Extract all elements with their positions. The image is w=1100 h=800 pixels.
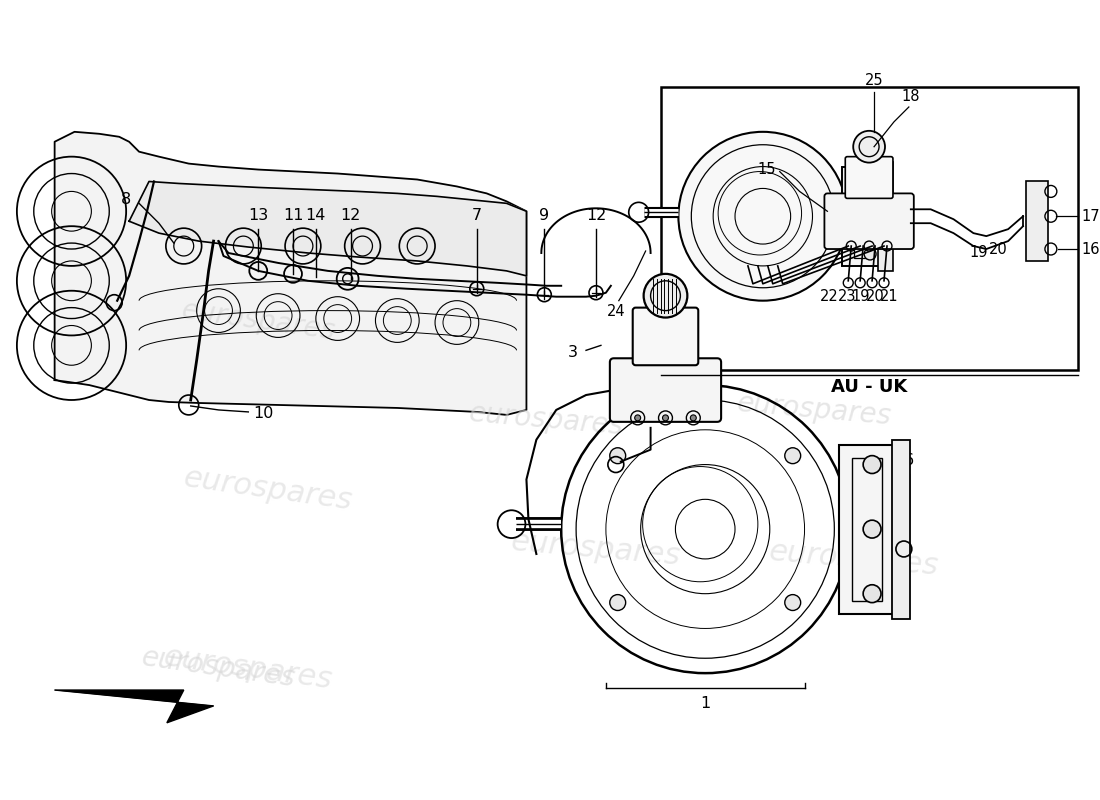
Circle shape (691, 415, 696, 421)
Text: 19: 19 (851, 289, 870, 304)
Circle shape (662, 415, 669, 421)
Text: 17: 17 (1081, 209, 1100, 224)
Circle shape (609, 448, 626, 464)
Text: 4: 4 (864, 453, 874, 467)
Text: 10: 10 (253, 406, 274, 422)
Text: 1: 1 (700, 696, 711, 711)
Text: 12: 12 (340, 208, 361, 223)
Text: 24: 24 (606, 304, 625, 318)
Text: 12: 12 (586, 208, 606, 223)
FancyBboxPatch shape (609, 358, 722, 422)
Circle shape (679, 132, 847, 301)
Circle shape (864, 520, 881, 538)
Text: eurospares: eurospares (768, 537, 940, 581)
Text: eurospares: eurospares (509, 527, 682, 571)
Circle shape (865, 173, 876, 185)
Text: 20: 20 (989, 242, 1008, 257)
Circle shape (784, 448, 801, 464)
Text: 9: 9 (539, 208, 549, 223)
Text: 18: 18 (902, 89, 920, 104)
Text: 13: 13 (249, 208, 268, 223)
Text: 21: 21 (880, 289, 899, 304)
Text: 8: 8 (121, 192, 131, 207)
Circle shape (635, 415, 640, 421)
Text: 2: 2 (750, 249, 760, 263)
Text: 16: 16 (1081, 242, 1100, 257)
Polygon shape (55, 132, 527, 415)
Text: 25: 25 (865, 73, 883, 88)
Text: 23: 23 (838, 289, 857, 304)
Text: 15: 15 (757, 162, 776, 177)
Bar (878, 162, 893, 271)
FancyBboxPatch shape (824, 194, 914, 249)
Circle shape (864, 456, 881, 474)
Text: 5: 5 (847, 453, 857, 467)
Text: 22: 22 (820, 289, 839, 304)
Text: 19: 19 (969, 246, 988, 261)
Text: 6: 6 (904, 453, 914, 467)
Circle shape (854, 131, 886, 162)
Circle shape (865, 248, 876, 260)
Text: 5: 5 (881, 453, 891, 467)
Text: eurospares: eurospares (179, 296, 337, 346)
FancyBboxPatch shape (845, 157, 893, 198)
Circle shape (784, 594, 801, 610)
Text: 3: 3 (568, 345, 579, 360)
Bar (839, 445, 894, 614)
Polygon shape (55, 690, 213, 723)
Circle shape (865, 206, 876, 218)
Circle shape (644, 274, 688, 318)
FancyBboxPatch shape (632, 308, 698, 366)
Bar (852, 458, 882, 601)
Text: 11: 11 (283, 208, 304, 223)
Text: 20: 20 (866, 289, 884, 304)
Bar (1026, 182, 1048, 261)
Bar (660, 87, 1078, 370)
Text: 14: 14 (306, 208, 326, 223)
Bar (892, 440, 910, 618)
Bar (843, 166, 880, 266)
Text: eurospares: eurospares (736, 390, 893, 430)
Text: eurospares: eurospares (140, 643, 297, 693)
Text: AU - UK: AU - UK (830, 378, 908, 396)
Circle shape (864, 585, 881, 602)
Bar (855, 174, 875, 258)
Text: eurospares: eurospares (182, 463, 354, 516)
Text: eurospares: eurospares (468, 399, 625, 441)
Circle shape (609, 594, 626, 610)
Text: 7: 7 (472, 208, 482, 223)
Text: eurospares: eurospares (162, 642, 334, 694)
Polygon shape (129, 182, 527, 276)
